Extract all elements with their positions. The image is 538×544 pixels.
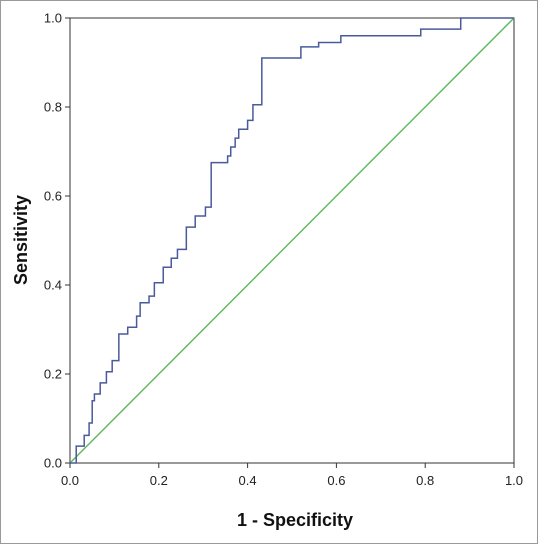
x-tick-label: 0.8 <box>416 473 434 488</box>
x-axis-ticks: 0.0 0.2 0.4 0.6 0.8 1.0 <box>61 463 523 488</box>
plot-area <box>69 17 515 464</box>
y-axis-title: Sensitivity <box>11 195 31 285</box>
y-tick-label: 0.2 <box>44 367 62 382</box>
roc-curve <box>70 17 514 464</box>
x-tick-label: 1.0 <box>505 473 523 488</box>
x-tick-label: 0.4 <box>239 473 257 488</box>
x-axis-title: 1 - Specificity <box>237 510 353 530</box>
y-tick-label: 1.0 <box>44 11 62 26</box>
x-tick-label: 0.6 <box>327 473 345 488</box>
reference-line <box>69 17 515 464</box>
y-axis-ticks: 0.0 0.2 0.4 0.6 0.8 1.0 <box>44 11 70 471</box>
x-tick-label: 0.0 <box>61 473 79 488</box>
y-tick-label: 0.6 <box>44 189 62 204</box>
x-tick-label: 0.2 <box>150 473 168 488</box>
y-tick-label: 0.4 <box>44 278 62 293</box>
y-tick-label: 0.0 <box>44 456 62 471</box>
y-tick-label: 0.8 <box>44 100 62 115</box>
plot-border <box>69 17 515 464</box>
